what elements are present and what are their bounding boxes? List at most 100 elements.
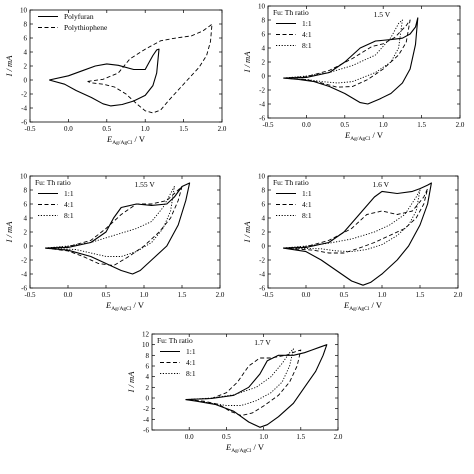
legend-title: Fu: Th ratio <box>273 178 309 187</box>
series-line-8-1 <box>185 348 294 406</box>
y-tick-label: 6 <box>146 363 150 371</box>
series-line-1-1 <box>283 182 432 286</box>
y-tick-label: -4 <box>21 105 27 113</box>
x-axis-unit: / V <box>251 442 264 452</box>
series-line-4-1 <box>283 19 411 88</box>
y-tick-label: -2 <box>259 87 265 95</box>
x-tick-label: 0.0 <box>302 121 311 129</box>
legend-label: Polythiophene <box>64 23 108 32</box>
x-axis-label: EAg/AgCl / V <box>105 300 145 312</box>
y-tick-label: 0 <box>262 243 266 251</box>
x-tick-label: 1.0 <box>141 125 150 133</box>
y-tick-label: 2 <box>24 63 28 71</box>
legend-label: 4:1 <box>302 200 312 209</box>
series-line-polyfuran <box>49 48 160 107</box>
y-tick-label: 8 <box>262 187 266 195</box>
series-line-8-1 <box>283 189 421 253</box>
legend-label: 8:1 <box>186 369 196 378</box>
plot-frame <box>267 5 461 119</box>
y-tick-label: 6 <box>262 31 266 39</box>
legend-label: 4:1 <box>302 30 312 39</box>
y-tick-label: 4 <box>146 373 150 381</box>
legend-label: 4:1 <box>64 200 74 209</box>
y-tick-label: 4 <box>262 45 266 53</box>
y-tick-label: -4 <box>259 101 265 109</box>
x-axis-subscript: Ag/AgCl <box>350 136 371 142</box>
legend-label: 4:1 <box>186 358 196 367</box>
series-line-4-1 <box>185 349 302 417</box>
x-axis-subscript: Ag/AgCl <box>111 306 132 312</box>
x-tick-label: -0.5 <box>24 125 36 133</box>
x-axis-subscript: Ag/AgCl <box>231 448 252 454</box>
y-tick-label: 2 <box>262 59 266 67</box>
legend-label: 8:1 <box>302 41 312 50</box>
x-tick-label: 0.5 <box>222 433 231 441</box>
x-tick-label: 0.5 <box>102 125 111 133</box>
y-tick-label: 10 <box>258 3 266 11</box>
legend-label: 1:1 <box>64 189 74 198</box>
x-axis-label: EAg/AgCl / V <box>343 300 383 312</box>
y-tick-label: 10 <box>20 173 28 181</box>
panel-annotation: 1.6 V <box>373 180 390 189</box>
y-tick-label: -2 <box>259 257 265 265</box>
x-tick-label: 0.0 <box>64 125 73 133</box>
y-tick-label: -6 <box>143 427 149 435</box>
y-tick-label: -2 <box>21 91 27 99</box>
x-tick-label: 1.5 <box>417 121 426 129</box>
series-line-1-1 <box>45 182 191 275</box>
x-tick-label: 0.0 <box>64 291 73 299</box>
y-tick-label: -4 <box>143 416 149 424</box>
y-tick-label: 10 <box>258 173 266 181</box>
y-tick-label: 4 <box>24 215 28 223</box>
y-axis-label: I / mA <box>242 51 252 74</box>
x-axis-unit: / V <box>131 300 144 310</box>
y-tick-label: 10 <box>20 7 28 15</box>
series-line-1-1 <box>185 344 328 428</box>
chart-panel: 0.0 0.5 1.0 1.5 2.0 -6 -4 -2 0 2 4 6 8 10 12 EAg/AgCl /… <box>126 331 343 455</box>
legend-label: 1:1 <box>302 189 312 198</box>
y-tick-label: -4 <box>21 271 27 279</box>
legend-title: Fu: Th ratio <box>157 336 193 345</box>
y-tick-label: 8 <box>24 21 28 29</box>
x-tick-label: -0.5 <box>24 291 36 299</box>
x-axis-label: EAg/AgCl / V <box>344 130 384 142</box>
y-tick-label: -2 <box>21 257 27 265</box>
y-tick-label: 0 <box>146 395 150 403</box>
y-tick-label: 6 <box>262 201 266 209</box>
x-axis-symbol: E <box>225 442 232 452</box>
x-axis-label: EAg/AgCl / V <box>225 442 265 454</box>
x-tick-label: 0.5 <box>340 121 349 129</box>
x-tick-label: 1.0 <box>378 291 387 299</box>
y-tick-label: 0 <box>262 73 266 81</box>
panel-annotation: 1.55 V <box>135 180 156 189</box>
y-tick-label: 0 <box>24 243 28 251</box>
y-tick-label: 6 <box>24 35 28 43</box>
x-tick-label: 1.5 <box>296 433 305 441</box>
legend-label: Polyfuran <box>64 12 94 21</box>
x-tick-label: 0.5 <box>340 291 349 299</box>
y-tick-label: -6 <box>21 119 27 127</box>
y-axis-label: I / mA <box>4 221 14 244</box>
y-axis-label: I / mA <box>126 371 136 394</box>
x-tick-label: 1.0 <box>140 291 149 299</box>
y-tick-label: -6 <box>259 115 265 123</box>
y-tick-label: -6 <box>21 285 27 293</box>
chart-panel: -0.5 0.0 0.5 1.0 1.5 2.0 -6 -4 -2 0 2 4 6 8 10 EAg/AgCl… <box>242 173 463 313</box>
series-line-polythiophene <box>87 23 213 114</box>
y-tick-label: 12 <box>142 331 150 339</box>
x-axis-subscript: Ag/AgCl <box>349 306 370 312</box>
y-tick-label: 2 <box>262 229 266 237</box>
legend-label: 8:1 <box>64 211 74 220</box>
chart-panel: -0.5 0.0 0.5 1.0 1.5 2.0 -6 -4 -2 0 2 4 6 8 10 EAg/AgCl… <box>4 173 225 313</box>
x-tick-label: 1.0 <box>259 433 268 441</box>
legend-label: 1:1 <box>186 347 196 356</box>
x-axis-unit: / V <box>370 130 383 140</box>
series-line-4-1 <box>283 188 429 254</box>
plot-frame <box>29 9 223 123</box>
y-tick-label: 2 <box>146 384 150 392</box>
series-line-1-1 <box>283 17 419 105</box>
panel-annotation: 1.5 V <box>374 10 391 19</box>
series-line-8-1 <box>283 19 403 84</box>
x-tick-label: 0.5 <box>102 291 111 299</box>
